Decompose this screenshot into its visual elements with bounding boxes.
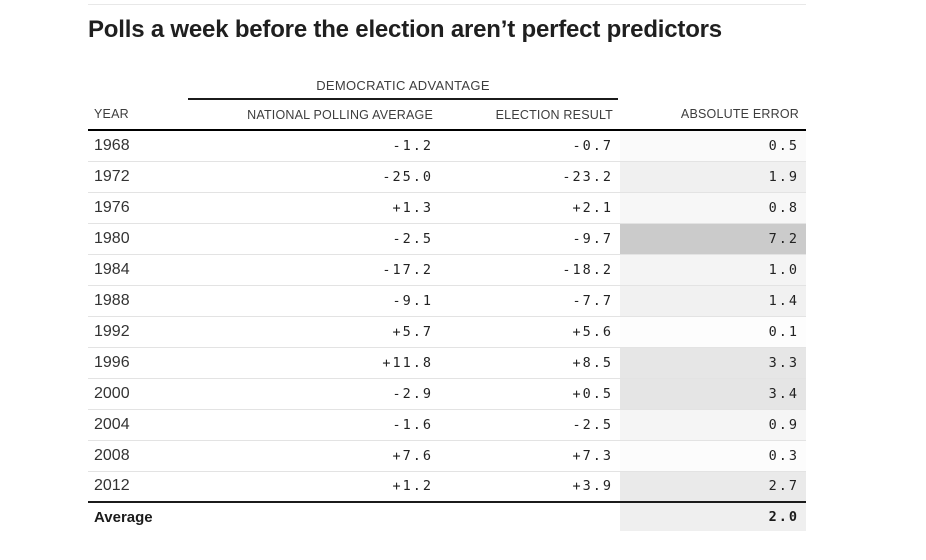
absolute-error-cell: 3.3 — [618, 347, 807, 379]
election-result-cell: +3.9 — [433, 471, 619, 503]
year-cell: 1976 — [88, 192, 188, 224]
election-result-cell: -9.7 — [433, 223, 619, 255]
election-result-cell: -0.7 — [433, 130, 619, 162]
average-row: Average 2.0 — [88, 502, 807, 531]
top-divider — [88, 4, 806, 5]
year-cell: 1992 — [88, 316, 188, 348]
election-result-cell: +2.1 — [433, 192, 619, 224]
election-result-cell: -23.2 — [433, 161, 619, 193]
table-row: 1996 +11.8 +8.5 3.3 — [88, 347, 807, 379]
page-title: Polls a week before the election aren’t … — [88, 16, 722, 43]
election-result-cell: +5.6 — [433, 316, 619, 348]
average-absolute-error-cell: 2.0 — [618, 502, 807, 531]
group-header-democratic-advantage: DEMOCRATIC ADVANTAGE — [188, 76, 619, 100]
table-row: 2000 -2.9 +0.5 3.4 — [88, 378, 807, 410]
absolute-error-cell: 0.5 — [618, 130, 807, 162]
year-cell: 2008 — [88, 440, 188, 472]
table-body: 1968 -1.2 -0.7 0.5 1972 -25.0 -23.2 1.9 1976 +1.3… — [88, 130, 807, 503]
column-header-polling-average: NATIONAL POLLING AVERAGE — [188, 99, 433, 131]
polling-average-cell: -1.6 — [188, 409, 433, 441]
group-header-spacer-left — [88, 76, 188, 99]
polling-average-cell: -2.9 — [188, 378, 433, 410]
election-result-cell: -7.7 — [433, 285, 619, 317]
table-row: 1992 +5.7 +5.6 0.1 — [88, 316, 807, 348]
election-result-cell: +0.5 — [433, 378, 619, 410]
absolute-error-cell: 1.4 — [618, 285, 807, 317]
table-row: 1968 -1.2 -0.7 0.5 — [88, 130, 807, 162]
polling-average-cell: +5.7 — [188, 316, 433, 348]
polling-average-cell: -17.2 — [188, 254, 433, 286]
year-cell: 2004 — [88, 409, 188, 441]
absolute-error-cell: 0.8 — [618, 192, 807, 224]
absolute-error-cell: 0.3 — [618, 440, 807, 472]
polling-average-cell: -25.0 — [188, 161, 433, 193]
year-cell: 1972 — [88, 161, 188, 193]
election-result-cell: -2.5 — [433, 409, 619, 441]
polling-average-cell: -2.5 — [188, 223, 433, 255]
absolute-error-cell: 0.1 — [618, 316, 807, 348]
polling-average-cell: +7.6 — [188, 440, 433, 472]
absolute-error-cell: 2.7 — [618, 471, 807, 503]
polling-average-cell: +1.2 — [188, 471, 433, 503]
absolute-error-cell: 0.9 — [618, 409, 807, 441]
column-header-absolute-error: ABSOLUTE ERROR — [618, 99, 807, 131]
table-row: 2008 +7.6 +7.3 0.3 — [88, 440, 807, 472]
table-row: 1980 -2.5 -9.7 7.2 — [88, 223, 807, 255]
year-cell: 2012 — [88, 471, 188, 503]
absolute-error-cell: 1.9 — [618, 161, 807, 193]
year-cell: 1968 — [88, 130, 188, 162]
polling-average-cell: +11.8 — [188, 347, 433, 379]
election-result-cell: -18.2 — [433, 254, 619, 286]
polling-average-cell: +1.3 — [188, 192, 433, 224]
table-row: 2004 -1.6 -2.5 0.9 — [88, 409, 807, 441]
table-row: 1988 -9.1 -7.7 1.4 — [88, 285, 807, 317]
election-result-cell: +8.5 — [433, 347, 619, 379]
group-header-spacer-right — [618, 76, 806, 99]
table-row: 1984 -17.2 -18.2 1.0 — [88, 254, 807, 286]
polls-table: DEMOCRATIC ADVANTAGE YEAR NATIONAL POLLI… — [88, 76, 807, 531]
table-footer: Average 2.0 — [88, 502, 807, 531]
year-cell: 1980 — [88, 223, 188, 255]
table-header: DEMOCRATIC ADVANTAGE YEAR NATIONAL POLLI… — [88, 76, 807, 131]
column-header-year: YEAR — [88, 99, 188, 131]
group-header-row: DEMOCRATIC ADVANTAGE — [88, 76, 806, 100]
year-cell: 1988 — [88, 285, 188, 317]
absolute-error-cell: 7.2 — [618, 223, 807, 255]
year-cell: 2000 — [88, 378, 188, 410]
absolute-error-cell: 3.4 — [618, 378, 807, 410]
polling-average-cell: -1.2 — [188, 130, 433, 162]
year-cell: 1984 — [88, 254, 188, 286]
polling-average-cell: -9.1 — [188, 285, 433, 317]
column-header-row: YEAR NATIONAL POLLING AVERAGE ELECTION R… — [88, 99, 807, 131]
absolute-error-cell: 1.0 — [618, 254, 807, 286]
election-result-cell: +7.3 — [433, 440, 619, 472]
table-row: 2012 +1.2 +3.9 2.7 — [88, 471, 807, 503]
average-label: Average — [94, 508, 153, 526]
year-cell: 1996 — [88, 347, 188, 379]
table-row: 1972 -25.0 -23.2 1.9 — [88, 161, 807, 193]
table-row: 1976 +1.3 +2.1 0.8 — [88, 192, 807, 224]
column-header-election-result: ELECTION RESULT — [433, 99, 619, 131]
